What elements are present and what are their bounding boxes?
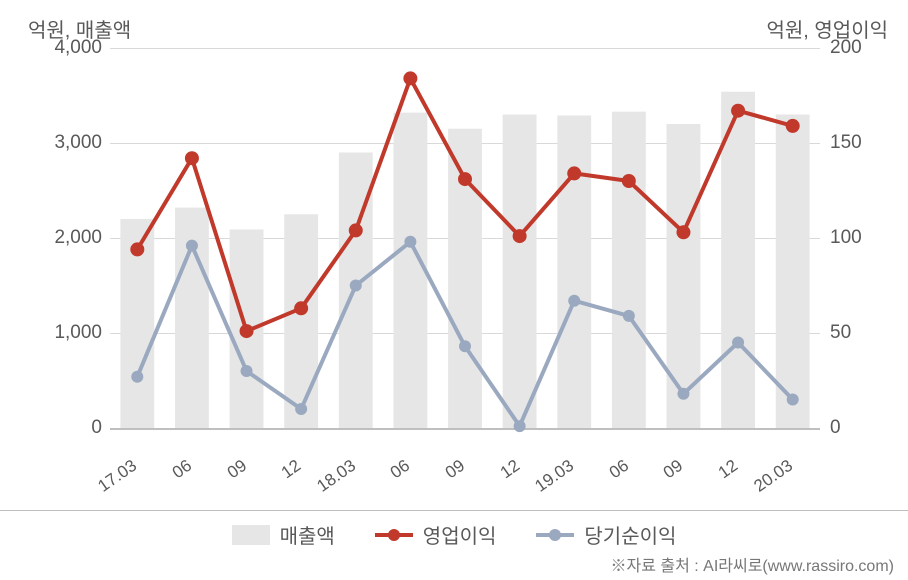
- x-tick-label: 09: [223, 456, 250, 483]
- chart-container: 억원, 매출액 억원, 영업이익 01,0002,0003,0004,000 0…: [0, 0, 908, 580]
- right-tick-label: 150: [830, 132, 862, 154]
- series-marker: [568, 295, 580, 307]
- series-marker: [567, 166, 581, 180]
- right-axis-title: 억원, 영업이익: [766, 14, 888, 43]
- right-tick-label: 200: [830, 37, 862, 59]
- right-tick-label: 100: [830, 227, 862, 249]
- series-marker: [404, 236, 416, 248]
- right-tick-label: 0: [830, 417, 841, 439]
- legend-item-bars: 매출액: [232, 520, 335, 549]
- series-marker: [514, 420, 526, 432]
- x-tick-label: 19.03: [532, 456, 578, 497]
- legend-label-red: 영업이익: [423, 520, 497, 549]
- x-tick-label: 06: [387, 456, 414, 483]
- x-tick-label: 09: [442, 456, 469, 483]
- x-tick-label: 18.03: [313, 456, 359, 497]
- legend-label-blue: 당기순이익: [584, 520, 676, 549]
- bar: [503, 115, 537, 429]
- series-marker: [459, 340, 471, 352]
- legend-swatch-red: [375, 525, 413, 545]
- series-marker: [458, 172, 472, 186]
- x-tick-label: 06: [606, 456, 633, 483]
- series-marker: [350, 280, 362, 292]
- x-tick-label: 17.03: [95, 456, 141, 497]
- left-tick-label: 4,000: [54, 37, 102, 59]
- series-marker: [732, 337, 744, 349]
- series-marker: [185, 151, 199, 165]
- left-tick-label: 3,000: [54, 132, 102, 154]
- bar: [284, 214, 318, 428]
- x-tick-label: 12: [496, 456, 523, 483]
- legend-item-red: 영업이익: [375, 520, 497, 549]
- series-marker: [677, 388, 689, 400]
- series-marker: [241, 365, 253, 377]
- x-tick-label: 12: [715, 456, 742, 483]
- x-tick-label: 06: [169, 456, 196, 483]
- legend: 매출액 영업이익 당기순이익: [0, 510, 908, 550]
- bar: [776, 115, 810, 429]
- gridline: [110, 428, 820, 430]
- plot-svg: [110, 48, 820, 428]
- series-marker: [622, 174, 636, 188]
- x-tick-label: 20.03: [750, 456, 796, 497]
- bar: [721, 92, 755, 428]
- legend-label-bars: 매출액: [280, 520, 335, 549]
- legend-item-blue: 당기순이익: [536, 520, 676, 549]
- series-marker: [623, 310, 635, 322]
- bar: [557, 115, 591, 428]
- bar: [393, 113, 427, 428]
- bar: [612, 112, 646, 428]
- series-marker: [787, 394, 799, 406]
- series-marker: [240, 324, 254, 338]
- series-marker: [676, 225, 690, 239]
- source-note: ※자료 출처 : AI라씨로(www.rassiro.com): [610, 552, 894, 576]
- series-marker: [513, 229, 527, 243]
- series-marker: [186, 240, 198, 252]
- series-marker: [731, 104, 745, 118]
- left-tick-label: 1,000: [54, 322, 102, 344]
- plot-area: [110, 48, 820, 428]
- legend-swatch-blue: [536, 525, 574, 545]
- x-tick-label: 12: [278, 456, 305, 483]
- legend-swatch-bar: [232, 525, 270, 545]
- series-marker: [131, 371, 143, 383]
- series-marker: [295, 403, 307, 415]
- series-marker: [403, 71, 417, 85]
- x-tick-label: 09: [660, 456, 687, 483]
- series-marker: [130, 242, 144, 256]
- series-marker: [786, 119, 800, 133]
- left-tick-label: 0: [91, 417, 102, 439]
- left-tick-label: 2,000: [54, 227, 102, 249]
- series-marker: [349, 223, 363, 237]
- right-tick-label: 50: [830, 322, 851, 344]
- series-marker: [294, 301, 308, 315]
